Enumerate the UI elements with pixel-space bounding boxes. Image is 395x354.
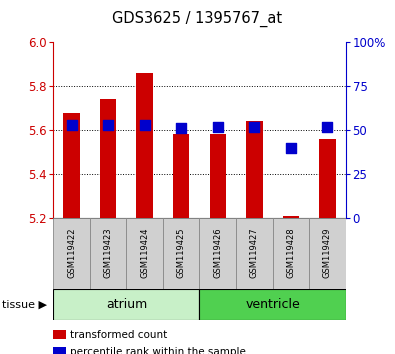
Text: GSM119423: GSM119423 xyxy=(103,228,113,279)
Bar xyxy=(53,289,199,320)
Bar xyxy=(199,289,346,320)
Bar xyxy=(100,99,117,218)
Bar xyxy=(63,113,80,218)
Point xyxy=(105,122,111,128)
Bar xyxy=(209,135,226,218)
Bar xyxy=(126,218,163,289)
Bar xyxy=(136,73,153,218)
Point xyxy=(68,122,75,128)
Text: tissue ▶: tissue ▶ xyxy=(2,299,47,309)
Point xyxy=(251,124,258,130)
Text: GSM119424: GSM119424 xyxy=(140,228,149,278)
Point xyxy=(288,145,294,150)
Bar xyxy=(282,216,299,218)
Text: GSM119422: GSM119422 xyxy=(67,228,76,278)
Bar xyxy=(273,218,309,289)
Text: GSM119426: GSM119426 xyxy=(213,228,222,279)
Point xyxy=(324,124,331,130)
Bar xyxy=(90,218,126,289)
Text: GSM119425: GSM119425 xyxy=(177,228,186,278)
Text: atrium: atrium xyxy=(106,298,147,311)
Bar xyxy=(163,218,199,289)
Point xyxy=(214,124,221,130)
Text: ventricle: ventricle xyxy=(245,298,300,311)
Point xyxy=(141,122,148,128)
Text: GSM119428: GSM119428 xyxy=(286,228,295,279)
Text: transformed count: transformed count xyxy=(70,330,167,340)
Bar xyxy=(236,218,273,289)
Bar xyxy=(246,121,263,218)
Bar xyxy=(199,218,236,289)
Text: GDS3625 / 1395767_at: GDS3625 / 1395767_at xyxy=(113,11,282,27)
Bar xyxy=(309,218,346,289)
Bar xyxy=(319,139,336,218)
Bar xyxy=(53,218,90,289)
Bar xyxy=(173,135,190,218)
Point xyxy=(178,126,184,131)
Text: percentile rank within the sample: percentile rank within the sample xyxy=(70,347,246,354)
Text: GSM119429: GSM119429 xyxy=(323,228,332,278)
Text: GSM119427: GSM119427 xyxy=(250,228,259,279)
